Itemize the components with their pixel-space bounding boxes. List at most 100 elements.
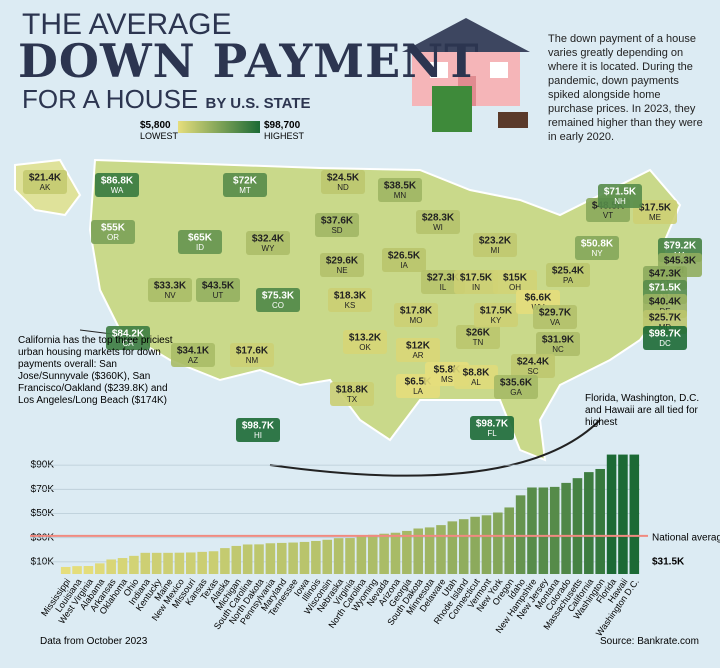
bar	[504, 507, 514, 574]
bar	[72, 566, 82, 574]
state-abbr: ME	[649, 213, 661, 222]
state-value: $98.7K	[476, 419, 509, 430]
state-abbr: WY	[262, 244, 276, 253]
state-tile	[511, 354, 555, 378]
state-abbr: DC	[659, 339, 671, 348]
state-tile	[328, 288, 372, 312]
state-value: $50.8K	[581, 239, 614, 250]
state-tile	[95, 173, 139, 197]
state-tile	[474, 303, 518, 327]
state-abbr: NE	[336, 266, 347, 275]
state-abbr: ND	[337, 183, 349, 192]
state-abbr: NC	[552, 345, 564, 354]
state-value: $29.6K	[326, 256, 359, 267]
state-value: $71.5K	[604, 187, 637, 198]
state-value: $18.3K	[334, 291, 367, 302]
state-value: $26K	[466, 328, 491, 339]
description: The down payment of a house varies great…	[548, 33, 703, 143]
annotation: Florida, Washington, D.C. and Hawaii are…	[585, 393, 700, 428]
state-abbr: AZ	[188, 356, 198, 365]
bar	[549, 486, 560, 574]
state-tile	[470, 416, 514, 440]
bar	[436, 525, 446, 574]
bar	[163, 552, 173, 574]
state-tile	[91, 220, 135, 244]
bar	[311, 540, 321, 574]
state-tile	[106, 326, 150, 350]
state-tile	[320, 253, 364, 277]
state-abbr: NM	[246, 356, 259, 365]
bar	[458, 519, 469, 574]
state-value: $24.4K	[517, 357, 550, 368]
bar	[493, 512, 503, 574]
state-value: $47.3K	[649, 269, 682, 280]
state-tile	[493, 270, 537, 294]
state-abbr: FL	[487, 429, 497, 438]
state-abbr: TX	[347, 395, 358, 404]
state-tile	[394, 303, 438, 327]
legend-low: LOWEST	[140, 131, 179, 141]
bar	[595, 468, 605, 574]
state-tile	[315, 213, 359, 237]
bar	[140, 552, 151, 574]
bar	[538, 487, 549, 574]
bar	[151, 552, 162, 574]
bar	[367, 534, 378, 574]
annotation: California has the top three priciest ur…	[18, 335, 173, 406]
state-abbr: NY	[591, 249, 603, 258]
bar	[629, 454, 640, 574]
data-note: Data from October 2023	[40, 636, 148, 647]
state-value: $98.7K	[649, 329, 682, 340]
state-abbr: AL	[471, 378, 481, 387]
state-value: $79.2K	[664, 241, 697, 252]
bar	[129, 555, 139, 574]
house-illustration	[402, 18, 530, 132]
state-value: $40.4K	[649, 297, 682, 308]
state-tile	[178, 230, 222, 254]
bar	[345, 538, 355, 574]
bar	[299, 541, 310, 574]
bar	[322, 539, 333, 574]
state-abbr: GA	[510, 388, 522, 397]
state-tile	[575, 236, 619, 260]
state-tile	[546, 263, 590, 287]
state-tile	[454, 365, 498, 389]
state-tile	[643, 326, 687, 350]
state-abbr: KY	[491, 316, 502, 325]
state-value: $43.5K	[202, 281, 235, 292]
state-value: $32.4K	[252, 234, 285, 245]
legend-min: $5,800	[140, 120, 171, 131]
bar	[470, 516, 480, 574]
title-line: FOR A HOUSE	[22, 84, 199, 114]
state-abbr: UT	[213, 291, 224, 300]
state-value: $38.5K	[384, 181, 417, 192]
state-value: $28.3K	[422, 213, 455, 224]
title-main: DOWN PAYMENT	[18, 34, 480, 88]
bar	[95, 563, 105, 574]
state-tile	[196, 278, 240, 302]
state-value: $5.8K	[434, 365, 461, 376]
state-abbr: KS	[345, 301, 356, 310]
bar	[572, 478, 583, 574]
state-tile	[454, 270, 498, 294]
state-value: $6.6K	[525, 293, 552, 304]
bar	[106, 559, 116, 574]
state-value: $25.4K	[552, 266, 585, 277]
state-value: $18.8K	[336, 385, 369, 396]
state-tile	[382, 248, 426, 272]
bar	[265, 543, 276, 574]
bar	[515, 495, 526, 574]
state-abbr: LA	[413, 387, 423, 396]
state-value: $24.5K	[327, 173, 360, 184]
state-abbr: AK	[40, 183, 51, 192]
state-abbr: VA	[550, 318, 561, 327]
state-value: $6.5K	[405, 377, 432, 388]
state-tile	[230, 343, 274, 367]
bar	[333, 538, 344, 574]
bar	[117, 558, 128, 574]
state-value: $71.5K	[649, 283, 682, 294]
state-tile	[171, 343, 215, 367]
state-value: $25.7K	[649, 313, 682, 324]
bar	[447, 521, 458, 574]
